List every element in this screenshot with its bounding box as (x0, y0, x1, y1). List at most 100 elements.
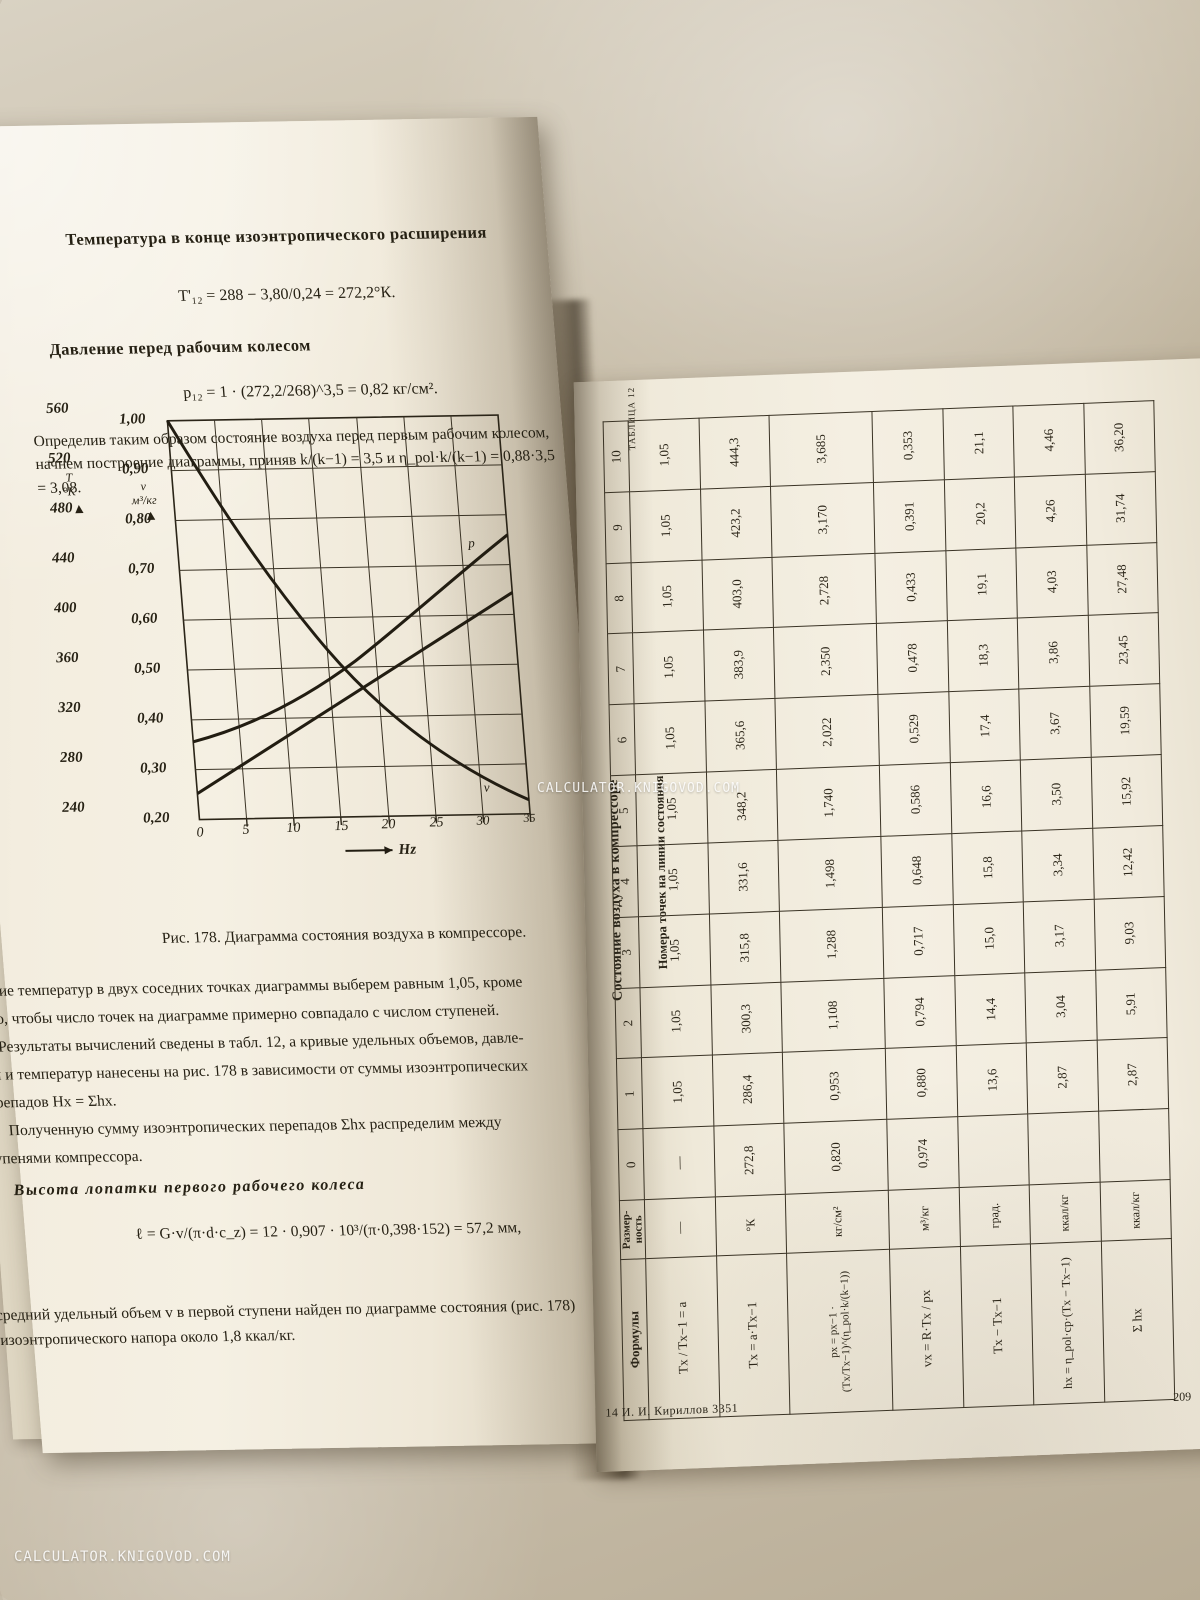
cell-formula: Tx = a·Tx−1 (716, 1253, 790, 1417)
cell-value: 2,350 (773, 623, 879, 699)
cell-value: 1,498 (777, 836, 883, 912)
cell-value (1098, 1108, 1171, 1183)
chart-T-tick-280: 280 (59, 749, 84, 767)
table-block: Формулы Размер-ность 0 1 2 3 4 5 6 7 8 (603, 399, 1200, 1421)
header-point-4: 4 (612, 845, 639, 918)
chart-v-axis-name: v (139, 479, 147, 494)
chart-curve-label-p: p (467, 535, 476, 550)
cell-value: 1,05 (641, 1055, 714, 1129)
cell-value: 300,3 (710, 981, 783, 1056)
cell-value: 0,529 (878, 692, 951, 766)
cell-formula: Tx − Tx−1 (960, 1243, 1034, 1408)
cell-formula: vx = R·Tx / px (889, 1246, 964, 1411)
chart-series-T (192, 533, 509, 744)
header-point-8: 8 (606, 562, 633, 635)
cell-value: 2,87 (1026, 1040, 1099, 1115)
cell-value: 15,8 (951, 830, 1024, 905)
cell-value: 3,34 (1021, 828, 1094, 902)
chart-T-axis-name: T (65, 470, 73, 485)
cell-value: 1,05 (637, 842, 709, 917)
header-point-10: 10 (603, 420, 630, 493)
chart-v-tick-1.00: 1,00 (118, 411, 147, 428)
chart-xaxis-label: Hz (397, 841, 417, 858)
chart-T-tick-560: 560 (45, 400, 70, 417)
chart-T-tick-400: 400 (53, 600, 78, 617)
chart-xtick-30: 30 (475, 812, 491, 828)
left-page-content: Температура в конце изоэнтропического ра… (0, 117, 644, 1453)
chart-T-tick-480: 480 (49, 500, 74, 517)
cell-value: 286,4 (711, 1052, 784, 1127)
cell-value: 365,6 (704, 698, 777, 773)
cell-value: 14,4 (954, 972, 1027, 1046)
cell-value: 4,26 (1014, 474, 1087, 548)
cell-value: 2,728 (771, 553, 877, 628)
chart-T-tick-440: 440 (51, 550, 76, 567)
cell-value: 3,86 (1017, 615, 1090, 690)
header-point-1: 1 (616, 1058, 644, 1130)
body-line-5: перепадов Hx = Σhx. (0, 1092, 118, 1112)
cell-value: 16,6 (950, 760, 1022, 834)
table-rotated-container: Формулы Размер-ность 0 1 2 3 4 5 6 7 8 (603, 399, 1200, 1421)
cell-value: 1,05 (640, 984, 712, 1059)
chart-v-tick-0.30: 0,30 (139, 760, 168, 777)
chart-xtick-5: 5 (241, 822, 251, 838)
cell-value: 0,953 (782, 1048, 888, 1124)
chart-xtick-0: 0 (195, 825, 205, 841)
right-page: ТАБЛИЦА 12 Состояние воздуха в компрессо… (573, 357, 1200, 1473)
cell-dimension: °К (714, 1194, 787, 1256)
cell-value: 0,820 (783, 1119, 889, 1195)
cell-dimension: ккал/кг (1099, 1179, 1172, 1242)
cell-value: 444,3 (698, 415, 771, 489)
cell-value: 1,05 (629, 488, 702, 563)
cell-value: 23,45 (1087, 613, 1160, 687)
header-point-6: 6 (609, 704, 636, 776)
cell-value: 1,740 (776, 765, 882, 841)
cell-value: 348,2 (706, 769, 778, 843)
cell-value: 403,0 (701, 557, 774, 631)
chart-xtick-25: 25 (428, 815, 445, 831)
cell-value: 2,87 (1096, 1037, 1169, 1112)
cell-value: 18,3 (947, 618, 1019, 693)
chart-T-axis-unit: °К (62, 484, 77, 499)
chart-v-tick-0.60: 0,60 (130, 610, 159, 628)
chart-series-p (196, 591, 514, 795)
chart-series-v (166, 420, 530, 802)
chart-v-tick-0.50: 0,50 (133, 660, 162, 677)
chart-v-tick-0.70: 0,70 (127, 560, 156, 578)
cell-value: 0,717 (882, 904, 955, 978)
body-line-2: того, чтобы число точек на диаграмме при… (0, 1001, 500, 1029)
cell-value: 0,648 (881, 833, 954, 908)
cell-value: 0,478 (876, 621, 949, 695)
cell-value: 2,022 (774, 694, 880, 770)
cell-value: 0,880 (885, 1045, 958, 1120)
chart-T-tick-520: 520 (47, 450, 72, 467)
cell-value: 3,67 (1018, 686, 1091, 761)
cell-value: 315,8 (708, 911, 781, 985)
body-line-7: ступенями компрессора. (0, 1147, 144, 1168)
cell-value: 1,05 (635, 772, 708, 846)
cell-value: 3,170 (770, 482, 876, 558)
header-point-3: 3 (613, 916, 641, 989)
cell-value: 19,59 (1089, 683, 1162, 758)
cell-value (1027, 1111, 1100, 1185)
cell-value: 272,8 (713, 1123, 786, 1197)
header-dimension: Размер-ность (619, 1199, 646, 1260)
cell-value: 4,03 (1016, 545, 1088, 619)
chart-T-tick-360: 360 (55, 649, 80, 667)
cell-value: 4,46 (1013, 403, 1085, 477)
heading-blade-height: Высота лопатки первого рабочего колеса (12, 1175, 366, 1200)
cell-value: 0,391 (873, 479, 946, 554)
chart-v-axis-arrow-icon: ▲ (143, 508, 159, 525)
chart-xtick-20: 20 (380, 817, 397, 833)
cell-value: 3,685 (768, 411, 874, 487)
cell-value: 20,2 (944, 476, 1017, 551)
left-page: Температура в конце изоэнтропического ра… (0, 116, 644, 1454)
table-body: Tx / Tx−1 = a — — 1,05 1,05 1,05 1,05 1,… (628, 400, 1175, 1420)
cell-value (957, 1114, 1030, 1188)
chart-xaxis-arrow (345, 846, 393, 855)
cell-dimension: — (644, 1196, 717, 1259)
cell-value: 331,6 (707, 840, 780, 914)
cell-value: 1,05 (628, 418, 701, 492)
formula-T12: T'₁₂ = 288 − 3,80/0,24 = 272,2°К. (177, 284, 396, 305)
